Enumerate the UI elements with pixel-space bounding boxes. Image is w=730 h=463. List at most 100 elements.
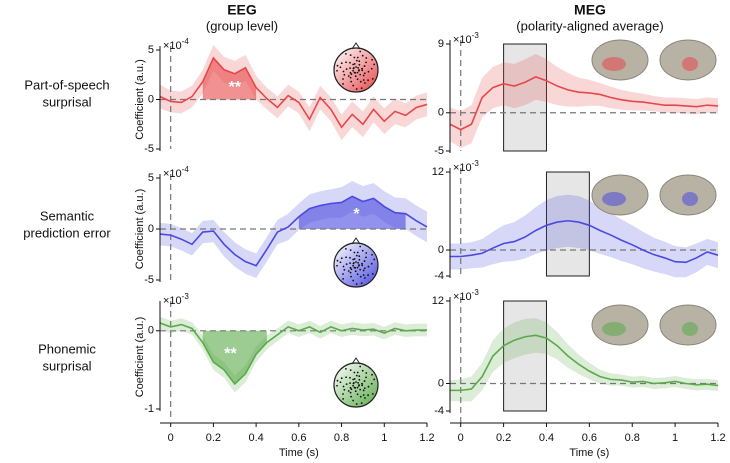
y-tick-label: -5 [144, 143, 154, 155]
electrode [364, 277, 366, 279]
electrode [339, 66, 342, 69]
electrode [359, 80, 362, 83]
multiplier-base: ×10 [163, 295, 182, 307]
electrode [347, 75, 350, 77]
electrode [355, 283, 358, 285]
electrode [349, 266, 352, 269]
brain-activation [602, 322, 626, 336]
electrode [359, 395, 362, 398]
electrode [359, 275, 362, 278]
electrode [352, 84, 355, 87]
y-tick-label: 12 [432, 166, 444, 178]
electrode [359, 245, 362, 248]
electrode [349, 249, 352, 252]
significance-stars: ** [224, 345, 237, 362]
electrode [360, 282, 363, 285]
electrode [355, 88, 358, 90]
electrode [361, 262, 363, 265]
electrode [349, 256, 351, 259]
column-subtitle: (polarity-aligned average) [516, 18, 663, 33]
x-tick-label: 0 [458, 432, 464, 444]
electrode [353, 378, 356, 380]
series-line [159, 56, 428, 129]
electrode [342, 385, 345, 388]
electrode [367, 265, 370, 268]
decoration [591, 39, 717, 81]
electrode [365, 376, 367, 379]
confidence-band [160, 45, 427, 141]
electrode [361, 69, 364, 72]
electrode [350, 80, 353, 83]
electrode [365, 61, 367, 64]
electrode [364, 397, 366, 399]
electrode [345, 256, 347, 259]
y-tick-label: 0 [438, 107, 444, 119]
electrode [359, 50, 362, 53]
brain-activation [682, 57, 698, 71]
electrode [362, 74, 365, 77]
electrode [350, 73, 353, 76]
electrode [358, 63, 361, 66]
electrode [349, 61, 351, 64]
electrode [356, 386, 359, 389]
confidence-band [450, 194, 718, 278]
nose [351, 237, 361, 245]
electrode [336, 259, 339, 262]
significance-stars: * [353, 206, 360, 223]
electrode [342, 393, 344, 395]
time-window [503, 43, 547, 152]
electrode [343, 73, 346, 76]
electrode [353, 371, 356, 374]
electrode [361, 249, 364, 252]
y-tick-label: 0 [148, 93, 154, 105]
x-tick-label: 1.2 [710, 432, 725, 444]
electrode [342, 398, 344, 400]
electrode [358, 375, 361, 378]
electrode [352, 279, 355, 282]
electrode [345, 61, 347, 64]
electrode [371, 58, 373, 61]
electrode [349, 369, 352, 372]
electrode [363, 380, 366, 382]
electrode [353, 63, 356, 65]
x-tick-label: 0.6 [582, 432, 597, 444]
electrode [352, 69, 354, 72]
electrode [361, 382, 363, 385]
electrode [352, 258, 355, 261]
electrode [362, 389, 365, 392]
electrode [354, 75, 357, 78]
electrode [352, 381, 355, 384]
electrode [345, 263, 348, 266]
electrode [349, 382, 351, 385]
y-axis-label: Coefficient (a.u.) [134, 317, 146, 398]
electrode [361, 384, 364, 387]
electrode [340, 377, 343, 380]
electrode [343, 388, 346, 391]
significant-region [202, 57, 257, 100]
series-line [159, 195, 428, 267]
x-tick-label: 1.2 [419, 432, 434, 444]
electrode [357, 384, 360, 387]
nose [351, 42, 361, 50]
electrode [343, 268, 346, 271]
electrode [356, 78, 359, 81]
electrode [352, 384, 354, 387]
electrode [339, 381, 342, 384]
y-tick-label: -5 [434, 145, 444, 157]
electrode [355, 381, 357, 383]
y-axis-label: Coefficient (a.u.) [134, 189, 146, 270]
x-axis-label: Time (s) [279, 447, 319, 459]
electrode [352, 264, 354, 267]
x-tick-label: 0 [168, 432, 174, 444]
decoration [591, 304, 717, 346]
electrode [342, 278, 344, 280]
x-axis-label: Time (s) [569, 447, 609, 459]
scalp [333, 47, 379, 93]
x-tick-label: 0.8 [625, 432, 640, 444]
electrode [352, 66, 355, 69]
y-axis-label: Coefficient (a.u.) [134, 59, 146, 140]
electrode [356, 393, 359, 396]
brain-activation [602, 57, 626, 71]
electrode [370, 262, 373, 265]
